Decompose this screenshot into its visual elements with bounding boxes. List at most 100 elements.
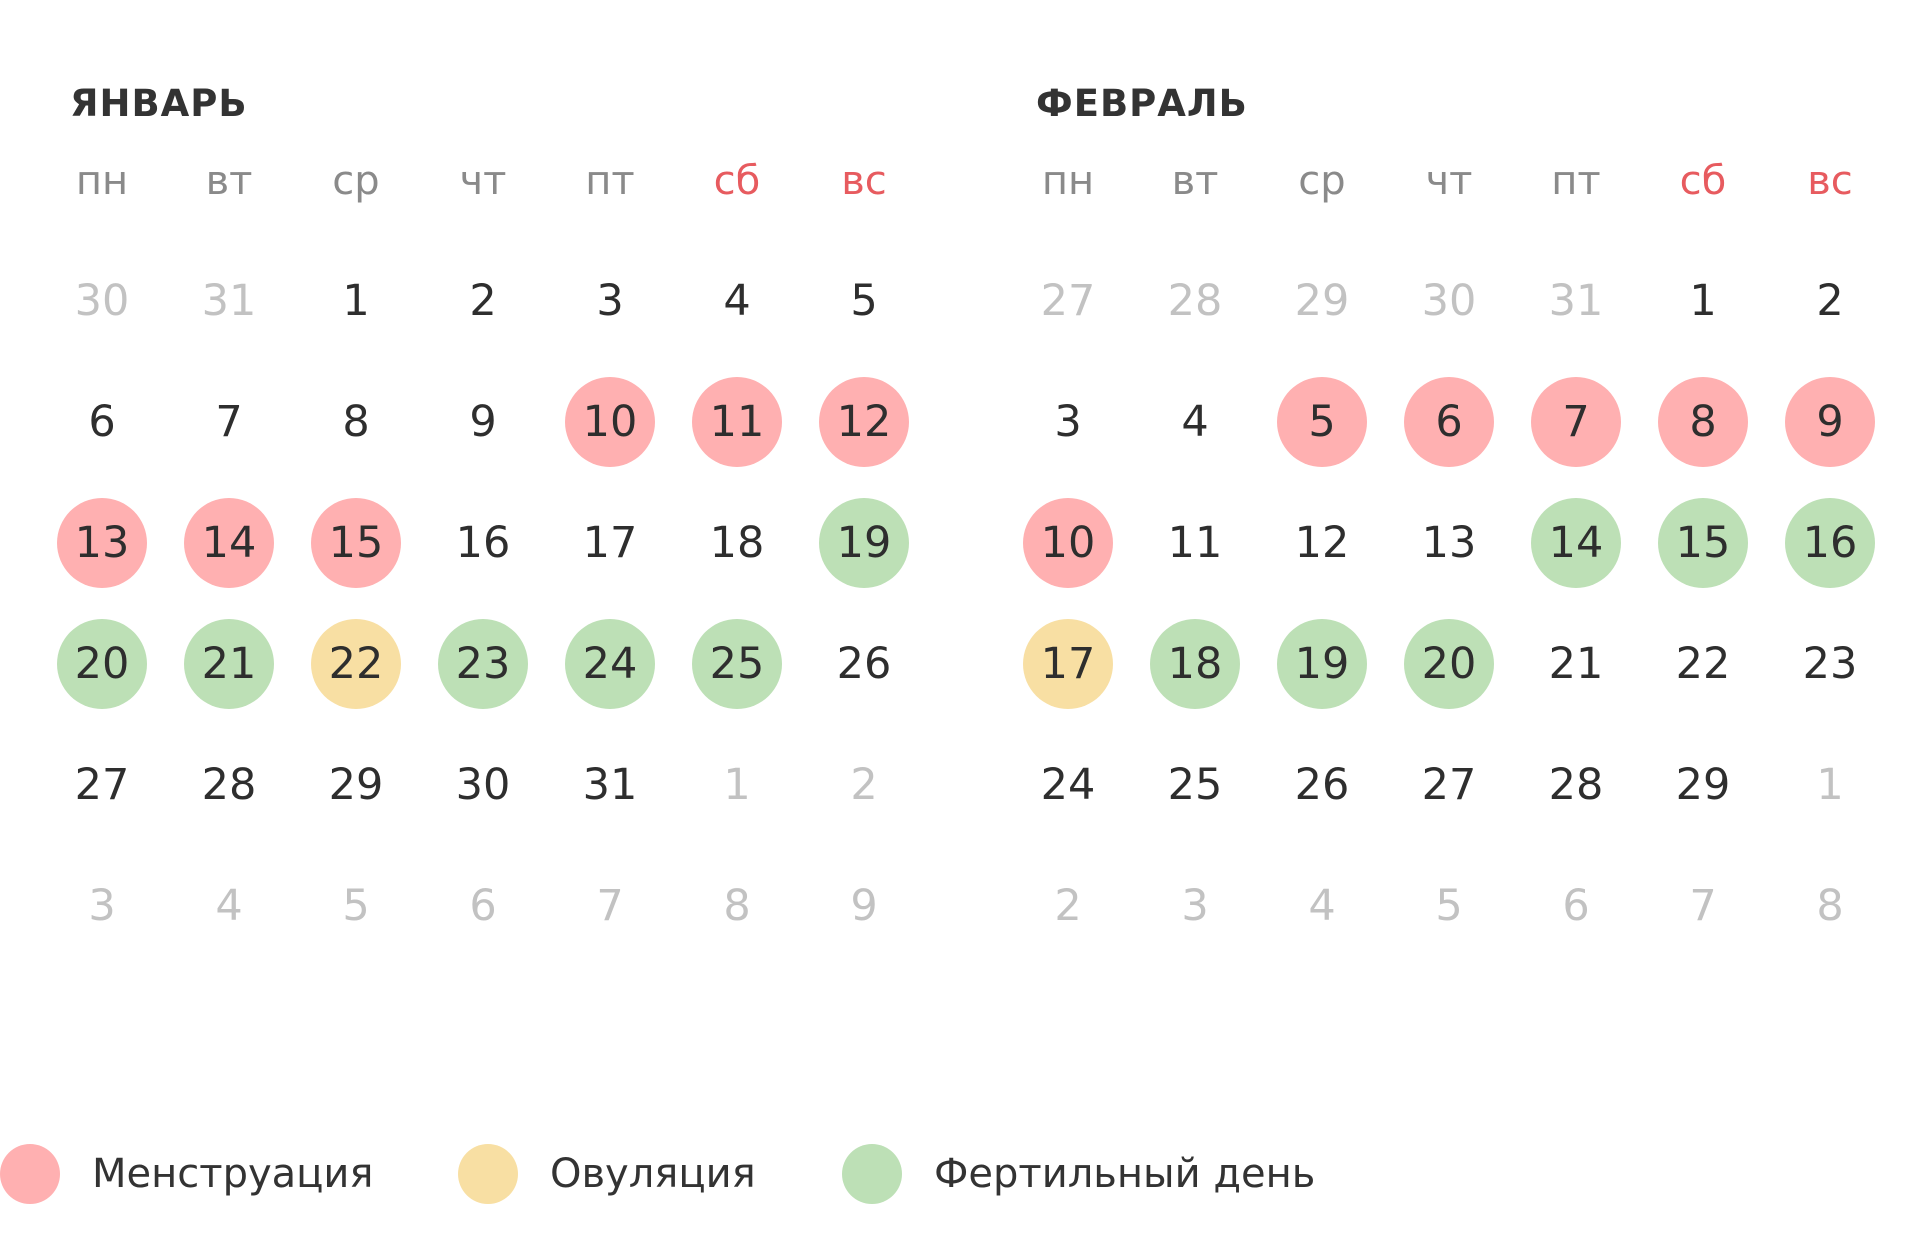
day-cell[interactable]: 3 xyxy=(1054,397,1082,447)
day-cell[interactable]: 26 xyxy=(836,639,892,689)
day-cell[interactable]: 18 xyxy=(709,518,765,568)
legend-dot-menstruation xyxy=(0,1144,60,1204)
day-cell[interactable]: 31 xyxy=(1548,276,1604,326)
day-cell[interactable]: 27 xyxy=(74,760,130,810)
day-cell[interactable]: 5 xyxy=(1435,881,1463,931)
day-cell[interactable]: 4 xyxy=(215,881,243,931)
day-cell-fertile[interactable]: 19 xyxy=(1277,619,1367,709)
day-cell[interactable]: 29 xyxy=(328,760,384,810)
weekday-label: ср xyxy=(332,158,380,204)
day-cell[interactable]: 29 xyxy=(1294,276,1350,326)
day-cell[interactable]: 31 xyxy=(201,276,257,326)
day-cell-fertile[interactable]: 23 xyxy=(438,619,528,709)
day-cell[interactable]: 1 xyxy=(723,760,751,810)
day-cell[interactable]: 13 xyxy=(1421,518,1477,568)
day-cell[interactable]: 9 xyxy=(469,397,497,447)
day-cell-fertile[interactable]: 21 xyxy=(184,619,274,709)
day-cell-menstruation[interactable]: 8 xyxy=(1658,377,1748,467)
day-cell[interactable]: 7 xyxy=(596,881,624,931)
legend-dot-fertile xyxy=(842,1144,902,1204)
day-cell[interactable]: 5 xyxy=(342,881,370,931)
weekday-label: вс xyxy=(841,158,887,204)
day-cell[interactable]: 17 xyxy=(582,518,638,568)
day-cell[interactable]: 22 xyxy=(1675,639,1731,689)
day-cell-menstruation[interactable]: 14 xyxy=(184,498,274,588)
day-cell[interactable]: 28 xyxy=(1167,276,1223,326)
day-cell[interactable]: 8 xyxy=(342,397,370,447)
day-cell[interactable]: 4 xyxy=(1181,397,1209,447)
day-cell[interactable]: 6 xyxy=(1562,881,1590,931)
day-cell[interactable]: 25 xyxy=(1167,760,1223,810)
day-cell[interactable]: 26 xyxy=(1294,760,1350,810)
day-cell-menstruation[interactable]: 13 xyxy=(57,498,147,588)
day-cell-menstruation[interactable]: 15 xyxy=(311,498,401,588)
day-cell-menstruation[interactable]: 7 xyxy=(1531,377,1621,467)
day-cell-menstruation[interactable]: 9 xyxy=(1785,377,1875,467)
day-cell[interactable]: 30 xyxy=(455,760,511,810)
weekday-label: сб xyxy=(713,158,761,204)
day-cell[interactable]: 28 xyxy=(201,760,257,810)
day-cell[interactable]: 9 xyxy=(850,881,878,931)
day-cell[interactable]: 16 xyxy=(455,518,511,568)
day-cell[interactable]: 27 xyxy=(1040,276,1096,326)
day-cell[interactable]: 6 xyxy=(469,881,497,931)
legend-item-ovulation: Овуляция xyxy=(458,1144,756,1204)
day-cell[interactable]: 4 xyxy=(1308,881,1336,931)
day-cell-menstruation[interactable]: 10 xyxy=(1023,498,1113,588)
weekday-label: пн xyxy=(75,158,129,204)
day-cell[interactable]: 2 xyxy=(1816,276,1844,326)
day-cell[interactable]: 4 xyxy=(723,276,751,326)
day-cell-fertile[interactable]: 19 xyxy=(819,498,909,588)
day-cell[interactable]: 3 xyxy=(88,881,116,931)
day-cell-ovulation[interactable]: 22 xyxy=(311,619,401,709)
day-cell[interactable]: 29 xyxy=(1675,760,1731,810)
day-cell[interactable]: 5 xyxy=(850,276,878,326)
day-cell[interactable]: 21 xyxy=(1548,639,1604,689)
day-cell[interactable]: 31 xyxy=(582,760,638,810)
day-cell[interactable]: 8 xyxy=(723,881,751,931)
day-cell[interactable]: 28 xyxy=(1548,760,1604,810)
weekday-label: ср xyxy=(1298,158,1346,204)
day-cell-menstruation[interactable]: 12 xyxy=(819,377,909,467)
day-cell-fertile[interactable]: 15 xyxy=(1658,498,1748,588)
day-cell[interactable]: 3 xyxy=(596,276,624,326)
day-cell[interactable]: 30 xyxy=(74,276,130,326)
day-cell[interactable]: 30 xyxy=(1421,276,1477,326)
legend-label: Овуляция xyxy=(550,1151,756,1197)
day-cell[interactable]: 1 xyxy=(1816,760,1844,810)
day-cell[interactable]: 7 xyxy=(1689,881,1717,931)
day-cell-fertile[interactable]: 20 xyxy=(1404,619,1494,709)
day-cell-menstruation[interactable]: 11 xyxy=(692,377,782,467)
day-cell-menstruation[interactable]: 5 xyxy=(1277,377,1367,467)
day-cell[interactable]: 2 xyxy=(1054,881,1082,931)
legend-item-fertile: Фертильный день xyxy=(842,1144,1315,1204)
day-cell-fertile[interactable]: 18 xyxy=(1150,619,1240,709)
day-cell-fertile[interactable]: 20 xyxy=(57,619,147,709)
day-cell[interactable]: 24 xyxy=(1040,760,1096,810)
day-cell[interactable]: 2 xyxy=(850,760,878,810)
weekday-label: вс xyxy=(1807,158,1853,204)
legend-dot-ovulation xyxy=(458,1144,518,1204)
day-cell[interactable]: 1 xyxy=(1689,276,1717,326)
day-cell-fertile[interactable]: 16 xyxy=(1785,498,1875,588)
legend-item-menstruation: Менструация xyxy=(0,1144,373,1204)
day-cell-fertile[interactable]: 25 xyxy=(692,619,782,709)
day-cell-menstruation[interactable]: 6 xyxy=(1404,377,1494,467)
day-cell[interactable]: 7 xyxy=(215,397,243,447)
day-cell[interactable]: 12 xyxy=(1294,518,1350,568)
day-cell[interactable]: 11 xyxy=(1167,518,1223,568)
day-cell[interactable]: 6 xyxy=(88,397,116,447)
day-cell[interactable]: 23 xyxy=(1802,639,1858,689)
day-cell[interactable]: 2 xyxy=(469,276,497,326)
day-cell[interactable]: 1 xyxy=(342,276,370,326)
day-cell[interactable]: 3 xyxy=(1181,881,1209,931)
day-cell-ovulation[interactable]: 17 xyxy=(1023,619,1113,709)
day-cell[interactable]: 27 xyxy=(1421,760,1477,810)
day-cell-menstruation[interactable]: 10 xyxy=(565,377,655,467)
day-cell-fertile[interactable]: 24 xyxy=(565,619,655,709)
legend-label: Менструация xyxy=(92,1151,374,1197)
day-cell-fertile[interactable]: 14 xyxy=(1531,498,1621,588)
legend-label: Фертильный день xyxy=(934,1151,1316,1197)
calendar-month-february: ФЕВРАЛЬ пн вт ср чт пт сб вс 27 28 29 30 31 1 2 3 4 5 6 7 8… xyxy=(966,0,1875,1000)
day-cell[interactable]: 8 xyxy=(1816,881,1844,931)
